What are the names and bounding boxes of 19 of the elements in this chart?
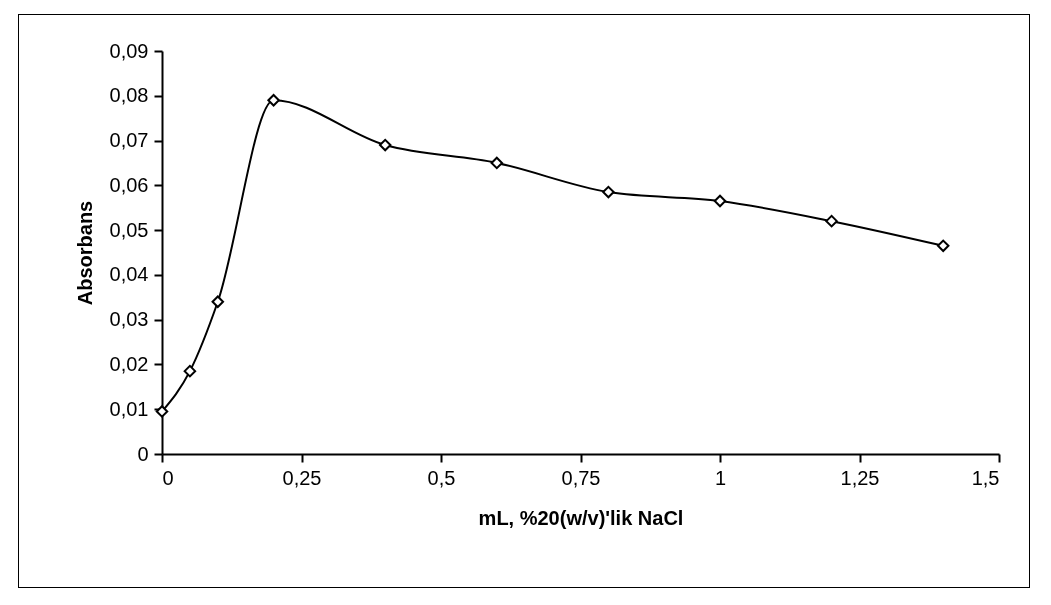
y-axis-title: Absorbans	[73, 200, 96, 306]
x-tick-label: 1,25	[840, 466, 880, 489]
x-tick-label: 0,25	[282, 466, 322, 489]
y-tick-label: 0,07	[109, 129, 149, 152]
y-tick-label: 0,03	[109, 308, 149, 331]
y-tick-label: 0,02	[109, 352, 149, 375]
y-tick-label: 0,09	[109, 39, 149, 62]
y-tick-label: 0,04	[109, 263, 149, 286]
y-tick-label: 0	[137, 442, 149, 465]
x-tick-label: 1	[714, 466, 727, 489]
x-tick-label: 1,5	[971, 466, 1000, 489]
x-tick-label: 0	[162, 466, 174, 489]
y-tick-label: 0,08	[109, 84, 149, 107]
x-tick-label: 0,75	[561, 466, 601, 489]
y-tick-label: 0,05	[109, 218, 149, 241]
x-axis-title: mL, %20(w/v)'lik NaCl	[478, 506, 684, 529]
y-tick-label: 0,01	[109, 397, 149, 420]
y-tick-label: 0,06	[109, 173, 149, 196]
x-tick-label: 0,5	[427, 466, 456, 489]
